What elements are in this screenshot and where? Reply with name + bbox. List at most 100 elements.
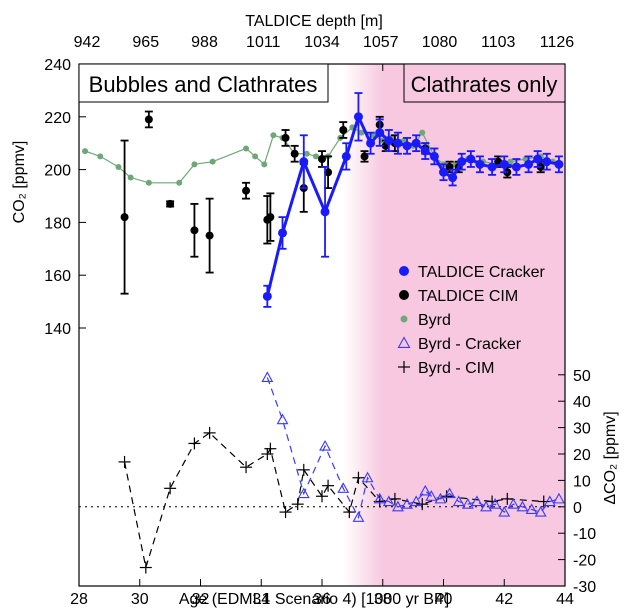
- taldice-cracker-point: [320, 207, 330, 217]
- byrd-cracker-point: [319, 439, 331, 451]
- byrd-cim-point: [388, 492, 401, 505]
- taldice-cracker-point: [466, 154, 476, 164]
- taldice-cracker-point: [439, 167, 448, 177]
- byrd-cracker-point: [516, 500, 529, 512]
- byrd-point: [176, 179, 183, 186]
- top-tick-label: 942: [74, 34, 101, 51]
- top-tick-label: 965: [132, 34, 159, 51]
- byrd-point: [358, 129, 365, 136]
- taldice-cracker-point: [299, 157, 309, 167]
- byrd-point: [303, 150, 310, 157]
- taldice-cim-point: [266, 213, 275, 222]
- x-tick-label: 34: [252, 591, 270, 608]
- taldice-cim-point: [120, 213, 129, 222]
- top-tick-label: 1034: [304, 34, 340, 51]
- taldice-cim-point: [205, 231, 214, 240]
- taldice-cracker-point: [524, 159, 534, 169]
- taldice-cim-point: [324, 168, 333, 177]
- taldice-cracker-point: [542, 157, 552, 167]
- byrd-point: [191, 161, 198, 168]
- byrd-cracker-point: [382, 495, 395, 507]
- byrd-cracker-point: [498, 505, 511, 517]
- taldice-cracker-point: [366, 138, 376, 148]
- taldice-cracker-point: [384, 136, 394, 146]
- byrd-cim-point: [139, 561, 152, 574]
- byrd-cim-point: [118, 455, 131, 468]
- taldice-cracker-point: [429, 151, 439, 161]
- byrd-cracker-point: [525, 503, 538, 514]
- taldice-cracker-point: [475, 159, 485, 169]
- byrd-cracker-point: [452, 495, 465, 507]
- byrd-cim-line: [123, 432, 544, 568]
- taldice-cim-point: [290, 149, 299, 158]
- taldice-cracker-point: [554, 159, 564, 169]
- legend-label: Byrd - CIM: [418, 360, 494, 377]
- byrd-cracker-point: [419, 484, 432, 496]
- taldice-cracker-point: [420, 146, 430, 156]
- series-byrd-cim: [118, 426, 550, 574]
- byrd-cracker-point: [543, 495, 556, 507]
- byrd-point: [209, 158, 216, 165]
- byrd-point: [243, 145, 250, 152]
- region-label-box-right: [403, 63, 566, 103]
- taldice-cracker-point: [262, 291, 272, 301]
- y-right-tick-label: -30: [573, 579, 596, 596]
- y-right-tick-label: 0: [573, 500, 582, 517]
- x-tick-label: 44: [556, 591, 574, 608]
- byrd-cim-point: [537, 495, 550, 508]
- x-axis-label: Age (EDML1 Scenario 4) [1000 yr BP]: [179, 591, 449, 608]
- byrd-point: [312, 153, 319, 160]
- y-right-tick-label: -10: [573, 526, 596, 543]
- byrd-cracker-point: [470, 495, 483, 507]
- y-left-tick-label: 200: [44, 163, 71, 180]
- taldice-cim-point: [281, 133, 290, 142]
- region-label-right: Clathrates only: [411, 72, 558, 97]
- legend-marker: [399, 290, 409, 300]
- byrd-cracker-point: [352, 511, 365, 522]
- legend: TALDICE Cracker TALDICE CIM Byrd Byrd - Cra…: [397, 264, 546, 377]
- plot-shaded-region: [343, 64, 565, 586]
- y-right-tick-label: 40: [573, 394, 591, 411]
- taldice-cracker-point: [402, 141, 412, 151]
- byrd-cim-point: [440, 490, 453, 503]
- top-tick-label: 1080: [422, 34, 458, 51]
- legend-label: TALDICE Cracker: [418, 264, 546, 281]
- taldice-cim-point: [242, 186, 251, 195]
- legend-label: Byrd: [418, 312, 451, 329]
- y-right-tick-label: -20: [573, 553, 596, 570]
- byrd-point: [270, 132, 277, 139]
- top-tick-label: 1103: [481, 34, 516, 51]
- byrd-point: [261, 161, 268, 168]
- legend-label: Byrd - Cracker: [418, 336, 522, 353]
- x-tick-label: 40: [435, 591, 453, 608]
- taldice-cim-point: [339, 126, 348, 134]
- byrd-cracker-point: [276, 413, 289, 425]
- taldice-cracker-point: [487, 162, 497, 172]
- byrd-cim-point: [501, 492, 514, 505]
- taldice-cracker-point: [341, 151, 351, 161]
- taldice-cracker-point: [511, 162, 521, 172]
- byrd-cracker-point: [480, 500, 492, 512]
- byrd-point: [82, 148, 89, 155]
- byrd-cracker-point: [297, 487, 310, 499]
- top-axis-label: TALDICE depth [m]: [245, 13, 383, 30]
- series-byrd-cracker: [261, 371, 565, 522]
- byrd-cim-point: [264, 442, 277, 455]
- byrd-cracker-point: [534, 505, 547, 517]
- taldice-cim-point: [360, 152, 369, 161]
- taldice-cracker-point: [448, 173, 458, 183]
- x-tick-label: 42: [495, 591, 513, 608]
- region-label-left: Bubbles and Clathrates: [89, 72, 318, 97]
- top-tick-label: 988: [191, 34, 218, 51]
- legend-marker: [400, 315, 408, 323]
- byrd-point: [252, 153, 259, 160]
- byrd-cim-point: [203, 426, 216, 439]
- y-left-tick-label: 220: [44, 110, 71, 127]
- byrd-cracker-point: [337, 482, 350, 493]
- y-left-axis-label: CO₂ [ppmv]: [11, 141, 28, 224]
- byrd-cim-point: [352, 471, 365, 484]
- x-tick-label: 28: [70, 591, 88, 608]
- byrd-cracker-point: [361, 471, 374, 483]
- byrd-cracker-point: [410, 495, 423, 507]
